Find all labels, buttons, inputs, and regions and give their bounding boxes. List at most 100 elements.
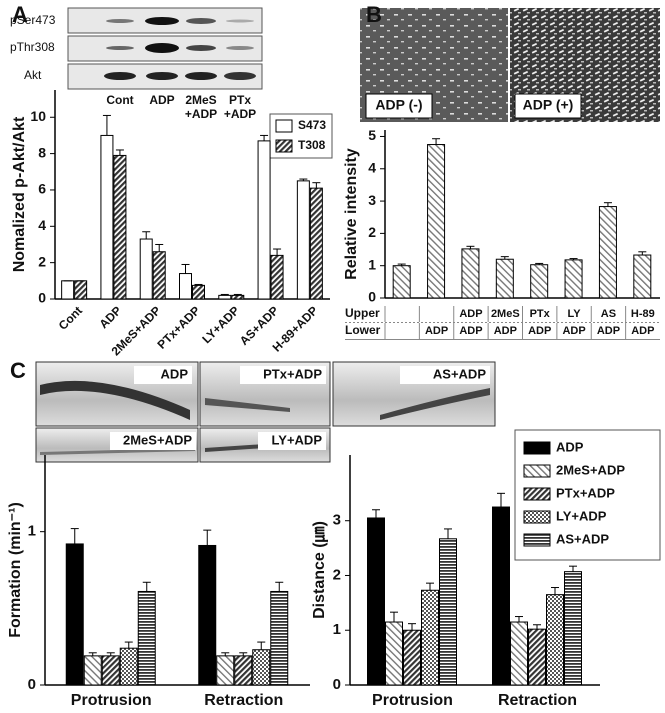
image-label: AS+ADP (433, 366, 486, 381)
legend-swatch (523, 464, 551, 478)
legend-label: ADP (556, 439, 584, 454)
bar (74, 280, 88, 300)
table-cell: ADP (459, 308, 482, 320)
bar (546, 594, 564, 686)
error-bar (603, 202, 612, 207)
error-bar (115, 149, 124, 156)
lane-label: ADP (149, 93, 174, 107)
error-bar (312, 182, 321, 189)
error-bar (106, 652, 115, 656)
bar (234, 655, 253, 686)
x-tick-label: Cont (56, 303, 85, 332)
legend-label: LY+ADP (556, 508, 607, 523)
y-tick-label: 8 (38, 144, 46, 160)
bar (385, 621, 403, 686)
bar (137, 590, 156, 686)
bar (192, 284, 205, 300)
error-bar (155, 243, 164, 252)
lane-label: PTx (229, 93, 251, 107)
error-bar (102, 114, 111, 136)
y-tick-label: 2 (38, 253, 46, 269)
image-label: ADP (161, 366, 189, 381)
error-bar (569, 258, 578, 260)
image-label: ADP (+) (523, 97, 574, 113)
error-bar (142, 581, 151, 592)
bar (564, 571, 582, 686)
x-tick-label: Retraction (204, 692, 283, 709)
error-bar (203, 529, 212, 546)
table-cell: PTx (530, 308, 551, 320)
bar (296, 180, 310, 300)
bar (61, 280, 75, 300)
error-bar (239, 652, 248, 656)
y-tick-label: 1 (333, 621, 341, 638)
y-axis-label: Relative intensity (343, 148, 360, 280)
y-tick-label: 1 (368, 256, 376, 272)
error-bar (124, 641, 133, 649)
table-cell: H-89 (631, 308, 655, 320)
bar (65, 543, 84, 686)
bar (598, 206, 617, 299)
blot (67, 7, 263, 90)
bar (257, 140, 271, 300)
error-bar (432, 138, 441, 145)
blot-label: Akt (24, 68, 42, 82)
error-bar (497, 492, 505, 508)
bar (270, 254, 284, 300)
y-tick-label: 4 (38, 217, 46, 233)
bar (83, 655, 102, 686)
lane-label: 2MeS (185, 93, 216, 107)
error-bar (372, 509, 380, 518)
image-label-box (365, 93, 433, 119)
error-bar (260, 134, 269, 141)
error-bar (273, 248, 282, 256)
bar (113, 154, 127, 300)
y-tick-label: 0 (28, 676, 36, 693)
bar (179, 273, 192, 300)
table-cell: ADP (562, 325, 585, 337)
error-bar (466, 245, 475, 249)
error-bar (535, 262, 544, 265)
bar (633, 254, 652, 299)
x-tick-label: Protrusion (372, 692, 453, 709)
panel-label: B (366, 2, 382, 27)
y-tick-label: 4 (368, 159, 376, 175)
legend-swatch (523, 487, 551, 501)
error-bar (444, 528, 452, 539)
bar (461, 248, 480, 299)
error-bar (426, 582, 434, 591)
table-row-label: Lower (345, 323, 381, 337)
bar (100, 134, 114, 300)
kymographs (35, 361, 496, 463)
bar (439, 538, 457, 686)
bar (403, 629, 421, 686)
error-bar (257, 641, 266, 650)
lane-label: Cont (106, 93, 133, 107)
bar (392, 265, 411, 299)
table-cell: ADP (631, 325, 654, 337)
table-cell: ADP (494, 325, 517, 337)
y-tick-label: 3 (333, 512, 341, 529)
error-bar (299, 178, 308, 181)
error-bar (142, 231, 151, 240)
x-tick-label: LY+ADP (199, 303, 242, 346)
bar (216, 655, 235, 686)
bar (309, 187, 323, 300)
legend-swatch (275, 139, 293, 153)
y-tick-label: 5 (368, 127, 376, 143)
image-label-box (514, 93, 582, 119)
error-bar (500, 256, 509, 260)
blot-label: pThr308 (10, 40, 55, 54)
y-tick-label: 0 (333, 676, 341, 693)
y-axis-label: Nomalized p-Akt/Akt (11, 116, 28, 272)
error-bar (390, 611, 398, 623)
bar (119, 647, 138, 686)
table-cell: ADP (425, 325, 448, 337)
y-axis-label: Distance (㎛) (311, 521, 329, 619)
lane-label: +ADP (185, 107, 217, 121)
y-tick-label: 2 (333, 566, 341, 583)
legend-swatch (523, 533, 551, 547)
error-bar (408, 623, 416, 631)
bar (530, 264, 549, 299)
y-axis-label: Formation (min⁻¹) (7, 502, 24, 638)
